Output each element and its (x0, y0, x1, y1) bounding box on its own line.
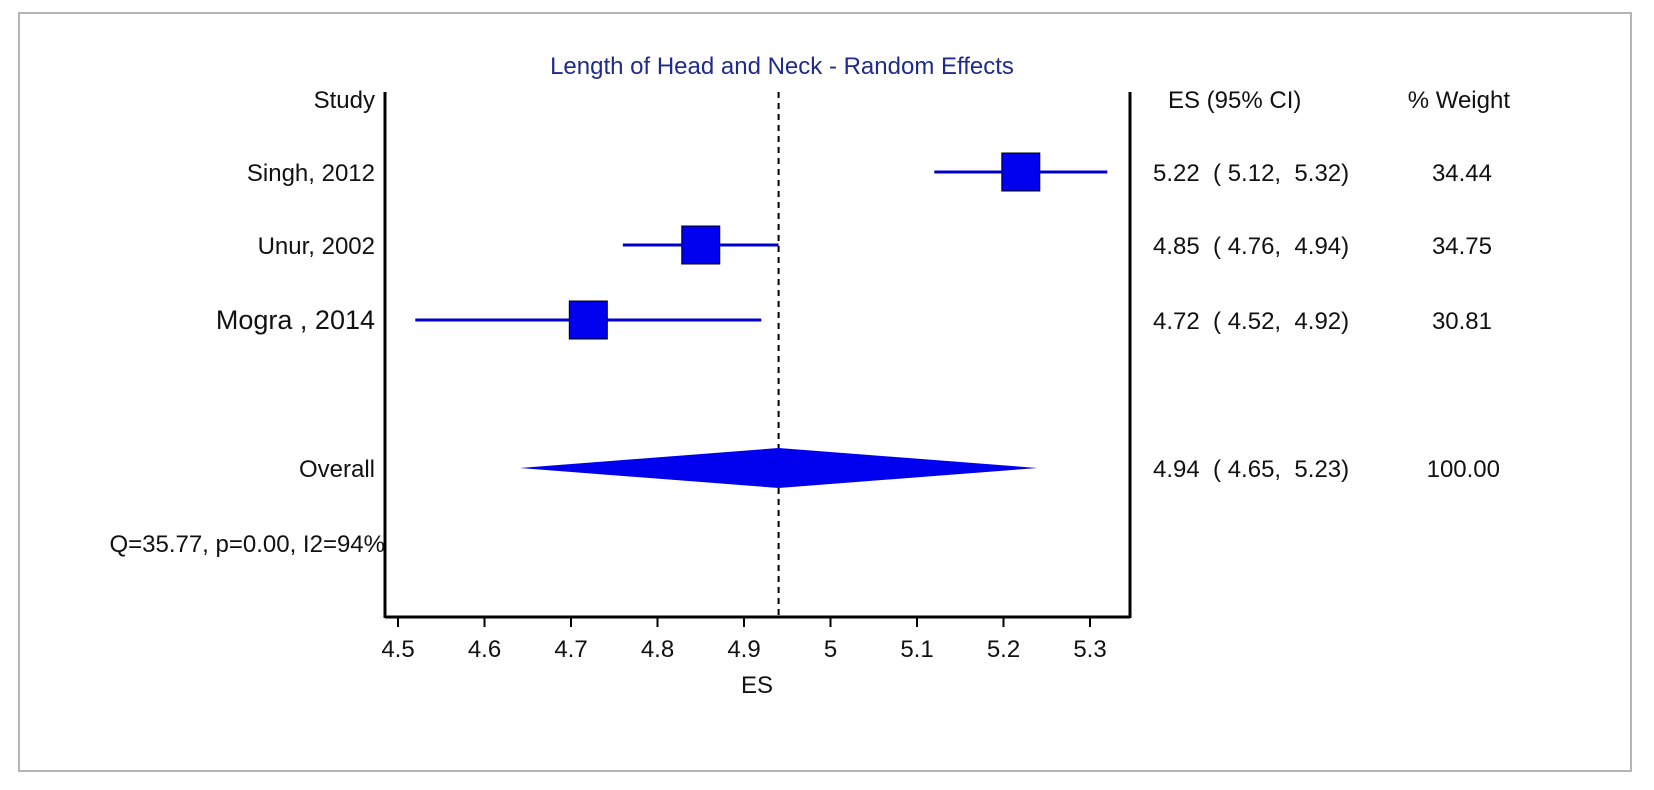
x-tick-label: 4.9 (727, 636, 760, 663)
x-tick-label: 5.2 (987, 636, 1020, 663)
x-tick-label: 4.7 (554, 636, 587, 663)
heterogeneity-stats: Q=35.77, p=0.00, I2=94% (109, 531, 385, 558)
weight-text: 34.44 (1432, 160, 1492, 187)
study-header: Study (314, 87, 375, 114)
study-label: Mogra , 2014 (216, 305, 375, 335)
effect-marker (681, 225, 721, 265)
es-header: ES (95% CI) (1168, 87, 1301, 114)
overall-weight-text: 100.00 (1427, 456, 1500, 483)
weight-text: 34.75 (1432, 233, 1492, 260)
x-ticks: 4.5 4.6 4.7 4.8 4.9 5 5.1 5.2 5.3 (381, 617, 1107, 663)
ci-text: 5.22 ( 5.12, 5.32) (1153, 160, 1349, 187)
ci-text: 4.85 ( 4.76, 4.94) (1153, 233, 1349, 260)
overall-diamond (519, 448, 1038, 488)
study-label: Unur, 2002 (258, 233, 375, 260)
weight-text: 30.81 (1432, 308, 1492, 335)
study-rows: Singh, 2012 5.22 ( 5.12, 5.32) 34.44 Unur, … (216, 152, 1500, 488)
x-tick-label: 4.6 (468, 636, 501, 663)
x-tick-label: 5.1 (900, 636, 933, 663)
overall-ci-text: 4.94 ( 4.65, 5.23) (1153, 456, 1349, 483)
x-axis-label: ES (741, 672, 773, 699)
x-tick-label: 5 (824, 636, 837, 663)
x-tick-label: 4.5 (381, 636, 414, 663)
study-label: Singh, 2012 (247, 160, 375, 187)
overall-label: Overall (299, 456, 375, 483)
ci-text: 4.72 ( 4.52, 4.92) (1153, 308, 1349, 335)
x-tick-label: 4.8 (641, 636, 674, 663)
effect-marker (1001, 152, 1041, 192)
x-tick-label: 5.3 (1073, 636, 1106, 663)
chart-frame (18, 12, 1632, 772)
effect-marker (568, 300, 608, 340)
weight-header: % Weight (1408, 87, 1511, 114)
chart-title: Length of Head and Neck - Random Effects (550, 53, 1014, 80)
